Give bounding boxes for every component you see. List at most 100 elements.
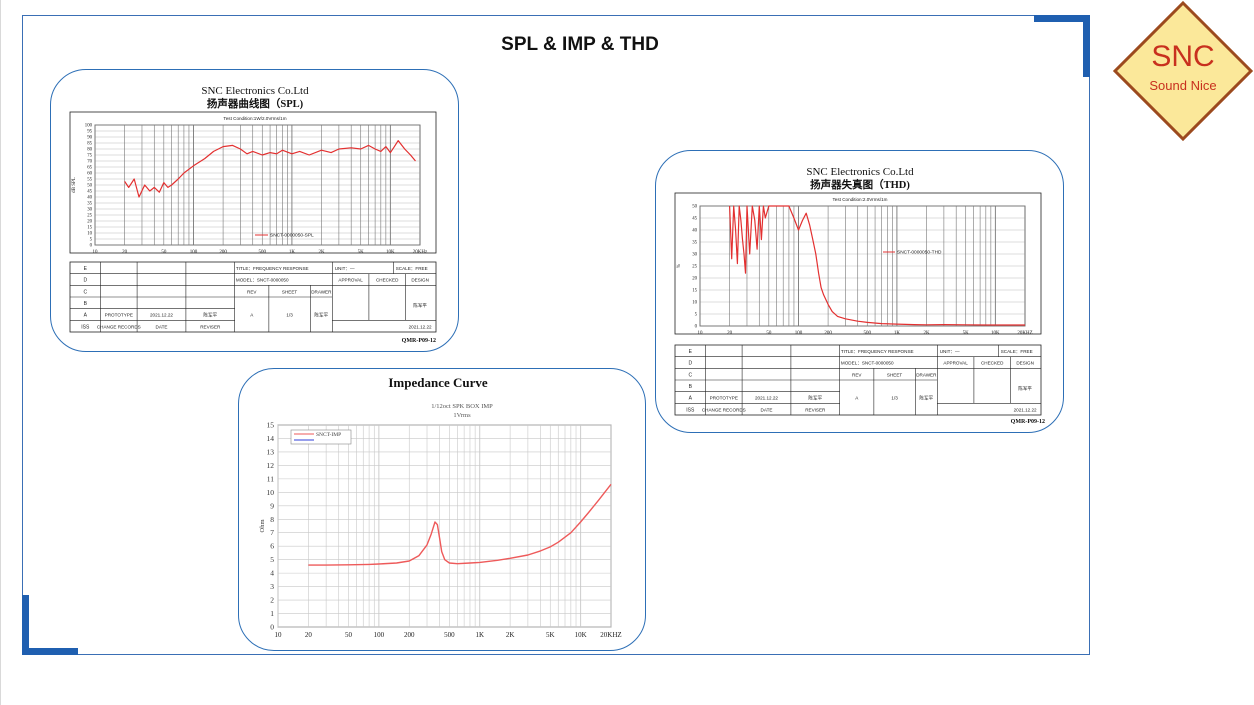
spl-design-value: 陈军平 xyxy=(413,302,427,309)
logo-tagline: Sound Nice xyxy=(1149,78,1216,93)
thd-date-value: 2021.12.22 xyxy=(1014,407,1037,412)
impedance-y-tick: 11 xyxy=(267,474,274,483)
spl-scale-cell: SCALE：FREE xyxy=(396,266,428,271)
y-tick: 15 xyxy=(692,289,697,294)
slide-frame xyxy=(22,15,1090,655)
thd-row-cell: CHANGE RECORDS xyxy=(702,407,746,412)
thd-row-code: E xyxy=(689,349,693,355)
thd-drawer-cell: DRAWER xyxy=(916,372,937,377)
y-tick: 45 xyxy=(87,190,92,195)
thd-row-cell: DATE xyxy=(761,407,773,412)
test-condition: Test Condition:2.0Vrms/1m xyxy=(833,197,888,202)
thd-approval-cell: APPROVAL xyxy=(943,361,968,366)
imp-x-tick: 10K xyxy=(575,631,587,639)
impedance-title: Impedance Curve xyxy=(388,375,488,390)
impedance-subtitle-2: 1Vrms xyxy=(453,412,471,419)
snc-logo: SNC Sound Nice xyxy=(1112,0,1254,142)
y-tick: 35 xyxy=(692,241,697,246)
legend-label: SNCT-0000050-SPL xyxy=(270,233,314,239)
spl-row-code: E xyxy=(84,266,88,272)
y-tick: 60 xyxy=(87,172,92,177)
y-tick: 5 xyxy=(695,313,698,318)
y-tick: 40 xyxy=(87,196,92,201)
spl-row-code: ISS xyxy=(81,324,90,330)
spl-panel: SNC Electronics Co.Ltd 扬声器曲线图（SPL) Test Co… xyxy=(50,69,459,352)
y-tick: 15 xyxy=(87,226,92,231)
corner-accent-bottom-vertical xyxy=(22,595,29,655)
spl-checked-cell: CHECKED xyxy=(376,278,399,283)
y-tick: 65 xyxy=(87,166,92,171)
y-tick: 90 xyxy=(87,136,92,141)
test-condition: Test Condition:1W/2.0Vrms/1m xyxy=(223,116,286,121)
sheet-x-tick: 1K xyxy=(289,250,296,255)
impedance-legend-label: SNCT-IMP xyxy=(316,432,341,438)
sheet-x-tick: 100 xyxy=(190,250,198,255)
sheet-x-tick: 20 xyxy=(727,331,733,336)
spl-title-cell: TITLE：FREQUENCY RESPONSE xyxy=(236,266,309,271)
thd-row-code: ISS xyxy=(686,407,695,413)
y-tick: 20 xyxy=(692,277,697,282)
y-tick: 30 xyxy=(692,253,697,258)
logo-brand: SNC xyxy=(1151,40,1214,73)
impedance-y-tick: 4 xyxy=(270,569,274,578)
thd-scale-cell: SCALE：FREE xyxy=(1001,349,1033,354)
imp-x-tick: 500 xyxy=(444,631,455,639)
impedance-y-tick: 7 xyxy=(270,528,274,537)
thd-model-cell: MODEL：SNCT-0000050 xyxy=(841,361,894,366)
corner-accent-top-horizontal xyxy=(1034,15,1090,22)
imp-x-tick: 2K xyxy=(506,631,515,639)
thd-row-cell: PROTOTYPE xyxy=(710,396,738,401)
thd-drawer-value: 陈军平 xyxy=(919,395,933,402)
sheet-x-tick: 100 xyxy=(795,331,803,336)
y-axis-label: % xyxy=(677,264,682,268)
impedance-y-tick: 15 xyxy=(267,421,275,430)
imp-x-tick: 200 xyxy=(404,631,415,639)
impedance-y-tick: 2 xyxy=(270,596,274,605)
imp-x-tick: 10 xyxy=(275,631,283,639)
imp-x-tick: 1K xyxy=(475,631,484,639)
spl-row-code: C xyxy=(83,289,87,295)
impedance-y-tick: 5 xyxy=(270,555,274,564)
impedance-chart: Impedance Curve 1/12oct SPK BOX IMP 1Vrms 1… xyxy=(259,375,622,639)
spl-design-cell: DESIGN xyxy=(411,278,429,283)
y-tick: 5 xyxy=(90,238,93,243)
sheet-x-tick: 200 xyxy=(824,331,832,336)
sheet-x-tick: 50 xyxy=(161,250,167,255)
sheet-x-tick: 10 xyxy=(698,331,704,336)
y-tick: 30 xyxy=(87,208,92,213)
y-tick: 25 xyxy=(692,265,697,270)
series-line xyxy=(729,205,1025,326)
thd-rev-value: A xyxy=(855,396,859,401)
imp-x-tick: 50 xyxy=(345,631,353,639)
imp-x-tick: 5K xyxy=(546,631,555,639)
spl-row-code: D xyxy=(83,278,87,284)
impedance-y-label: Ohm xyxy=(259,520,266,533)
doc-code: QMR-P09-12 xyxy=(1011,419,1045,425)
impedance-series-line xyxy=(308,483,612,566)
spl-sheet-value: 1/3 xyxy=(286,313,293,318)
impedance-plot-area xyxy=(277,424,612,628)
sheet-x-tick: 20 xyxy=(122,250,128,255)
impedance-y-tick: 0 xyxy=(270,623,274,632)
impedance-y-tick: 12 xyxy=(267,461,275,470)
spl-date-value: 2021.12.22 xyxy=(409,324,432,329)
y-tick: 35 xyxy=(87,202,92,207)
imp-x-tick: 20 xyxy=(305,631,313,639)
impedance-panel: Impedance Curve 1/12oct SPK BOX IMP 1Vrms 1… xyxy=(238,368,646,651)
spl-rev-value: A xyxy=(250,313,254,318)
chart-company: SNC Electronics Co.Ltd xyxy=(806,166,914,178)
thd-sheet-cell: SHEET xyxy=(887,372,903,377)
thd-row-cell: 2021.12.22 xyxy=(755,396,778,401)
impedance-y-tick: 1 xyxy=(270,609,274,618)
thd-row-cell: 陈军平 xyxy=(808,395,822,402)
series-line xyxy=(124,140,416,198)
spl-sheet-cell: SHEET xyxy=(282,289,298,294)
sheet-x-tick: 5K xyxy=(963,331,970,336)
spl-row-cell: CHANGE RECORDS xyxy=(97,324,141,329)
sheet-x-tick: 10K xyxy=(991,331,1000,336)
y-tick: 0 xyxy=(695,325,698,330)
sheet-x-tick: 50 xyxy=(766,331,772,336)
thd-design-value: 陈军平 xyxy=(1018,385,1032,392)
sheet-x-tick: 500 xyxy=(259,250,267,255)
